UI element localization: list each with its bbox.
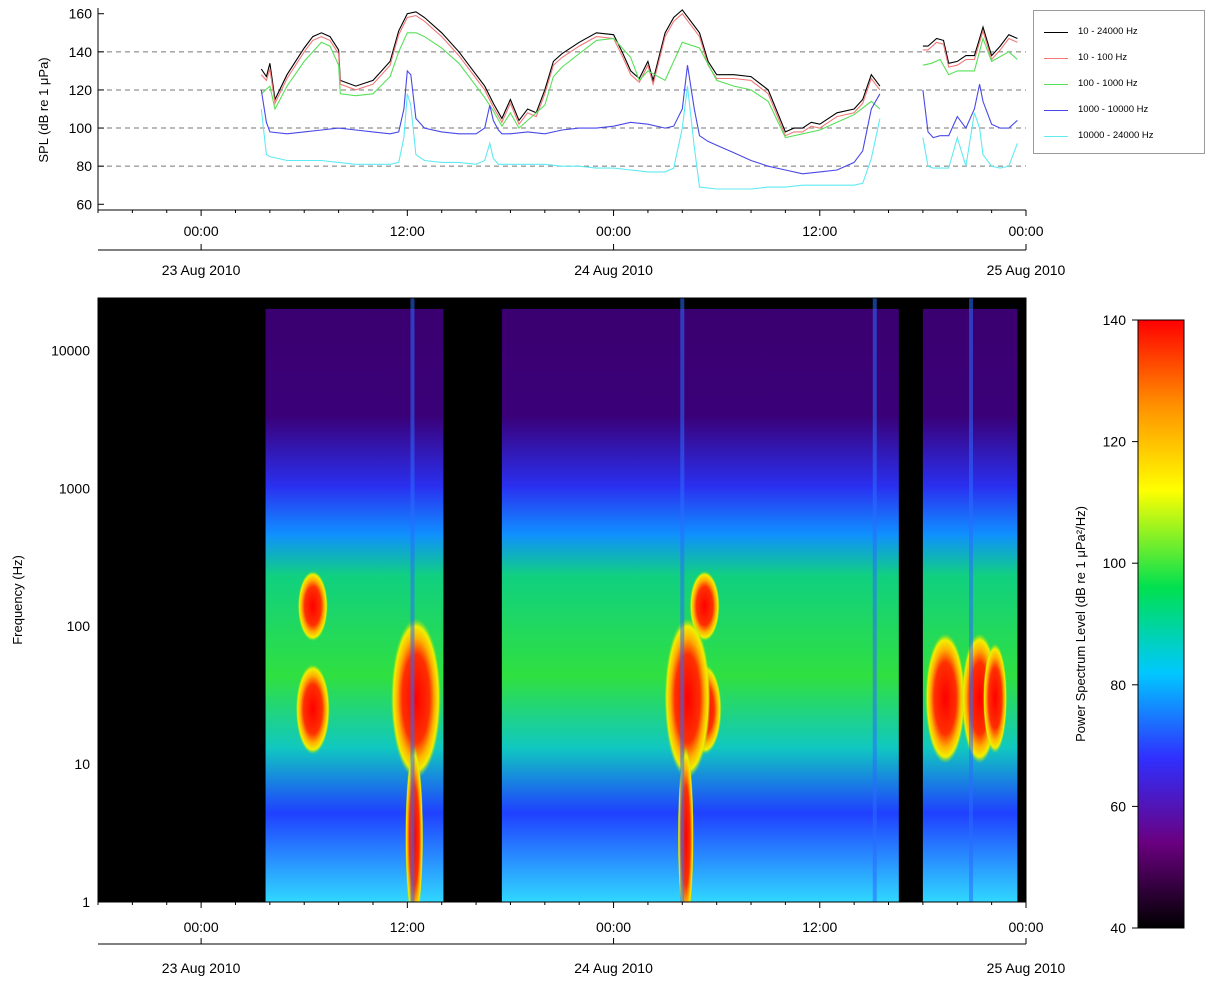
date-tick-label: 25 Aug 2010: [987, 960, 1066, 976]
y-tick-label: 1: [82, 894, 90, 910]
series-line: [260, 65, 881, 175]
series-line: [922, 84, 1018, 139]
y-tick-label: 140: [69, 44, 93, 60]
y-axis-ticks: 60 80 100 120 140 160: [69, 6, 104, 212]
broadband-spike: [969, 298, 974, 902]
legend-swatch: [1044, 58, 1068, 59]
x-tick-label: 12:00: [390, 919, 425, 935]
hotspot: [677, 746, 694, 902]
spectrogram-band: [265, 308, 444, 902]
x-axis: 00:00 12:00 00:00 12:00 00:00 23 Aug 2010 24 A…: [97, 210, 1066, 278]
legend-label: 10 - 24000 Hz: [1078, 26, 1138, 37]
series-line: [922, 25, 1018, 64]
date-tick-label: 24 Aug 2010: [574, 960, 653, 976]
date-tick-label: 23 Aug 2010: [162, 960, 241, 976]
legend-label: 10 - 100 Hz: [1078, 52, 1128, 63]
y-tick-label: 120: [69, 82, 93, 98]
series-line: [922, 36, 1018, 76]
colorbar-tick-label: 120: [1103, 434, 1127, 450]
colorbar-tick-label: 40: [1110, 920, 1126, 936]
x-tick-label: 00:00: [184, 919, 219, 935]
x-tick-label: 00:00: [596, 223, 631, 239]
date-tick-label: 25 Aug 2010: [987, 262, 1066, 278]
y-axis-ticks: 1 10 100 1000 10000: [51, 342, 1026, 910]
series-line: [260, 86, 881, 190]
series-line: [260, 32, 881, 139]
legend-swatch: [1044, 136, 1068, 137]
spectrogram-image: [98, 298, 1026, 902]
hotspot: [961, 633, 998, 764]
hotspot: [689, 571, 720, 642]
broadband-spike: [680, 298, 685, 902]
legend-label: 100 - 1000 Hz: [1078, 78, 1138, 89]
legend-swatch: [1044, 110, 1068, 111]
spectrogram-frame: [97, 297, 1027, 903]
x-tick-label: 00:00: [1008, 223, 1043, 239]
y-tick-label: 1000: [59, 480, 90, 496]
hotspot: [925, 633, 966, 764]
y-axis-label: Frequency (Hz): [10, 555, 25, 645]
hotspot: [405, 746, 424, 902]
colorbar-tick-label: 100: [1103, 555, 1127, 571]
x-tick-label: 00:00: [596, 919, 631, 935]
series-line: [922, 28, 1018, 68]
legend-swatch: [1044, 32, 1068, 33]
colorbar-tick-label: 60: [1110, 798, 1126, 814]
y-tick-label: 10: [74, 756, 90, 772]
colorbar-tick-label: 80: [1110, 677, 1126, 693]
spectrogram-band: [922, 308, 1018, 902]
plot-frame: [97, 8, 1026, 211]
y-tick-label: 10000: [51, 342, 90, 358]
legend-swatch: [1044, 84, 1068, 85]
x-tick-label: 00:00: [1008, 919, 1043, 935]
date-tick-label: 23 Aug 2010: [162, 262, 241, 278]
y-tick-label: 160: [69, 6, 93, 22]
hotspot: [295, 664, 330, 755]
legend-label: 10000 - 24000 Hz: [1078, 130, 1154, 141]
y-tick-label: 80: [76, 158, 92, 174]
x-tick-label: 12:00: [390, 223, 425, 239]
spectrogram-band: [501, 308, 899, 902]
broadband-spike: [410, 298, 415, 902]
reference-lines: [98, 51, 1026, 167]
x-tick-label: 00:00: [184, 223, 219, 239]
legend: 10 - 24000 Hz 10 - 100 Hz 100 - 1000 Hz …: [1033, 10, 1205, 154]
y-tick-label: 100: [67, 618, 91, 634]
date-tick-label: 24 Aug 2010: [574, 262, 653, 278]
broadband-spike: [872, 298, 877, 902]
hotspot: [983, 643, 1008, 754]
series-line: [260, 9, 881, 133]
y-axis-label: SPL (dB re 1 μPa): [36, 57, 51, 162]
y-tick-label: 100: [69, 120, 93, 136]
series-lines: [260, 9, 1018, 190]
series-line: [260, 12, 881, 137]
hotspot: [687, 664, 722, 755]
hotspot: [297, 571, 328, 642]
x-tick-label: 12:00: [802, 919, 837, 935]
x-axis: 00:00 12:00 00:00 12:00 00:00 23 Aug 2010 24 A…: [97, 902, 1066, 976]
colorbar-label: Power Spectrum Level (dB re 1 μPa²/Hz): [1073, 506, 1088, 742]
series-line: [922, 112, 1018, 169]
y-tick-label: 60: [76, 196, 92, 212]
x-tick-label: 12:00: [802, 223, 837, 239]
legend-label: 1000 - 10000 Hz: [1078, 104, 1149, 115]
colorbar-tick-label: 140: [1103, 312, 1127, 328]
hotspot: [390, 618, 441, 779]
colorbar-ticks: 40 60 80 100 120 140: [1103, 312, 1138, 936]
hotspot: [664, 618, 711, 779]
colorbar: [1137, 319, 1185, 929]
